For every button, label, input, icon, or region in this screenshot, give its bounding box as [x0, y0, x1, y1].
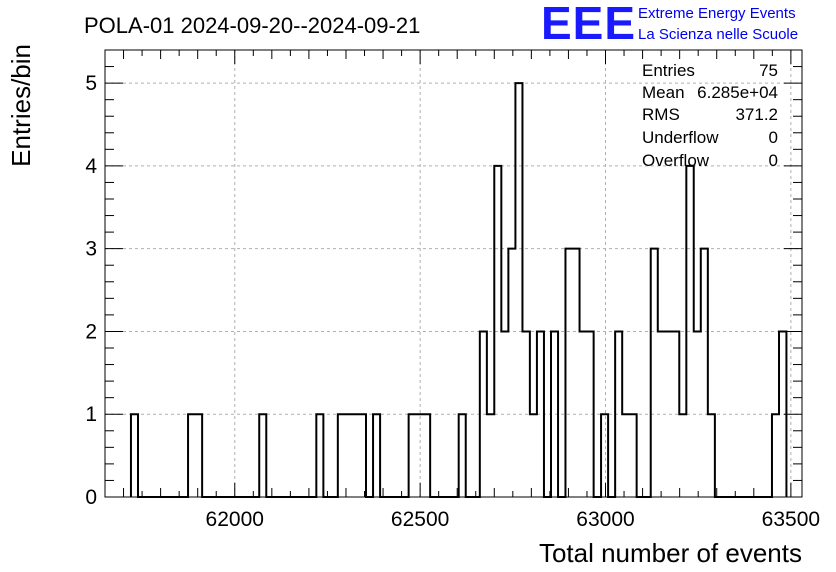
x-axis-title: Total number of events	[539, 538, 802, 568]
histogram-bin	[708, 414, 715, 497]
histogram-bin	[701, 249, 708, 497]
stats-underflow-value: 0	[769, 128, 778, 147]
histogram-bin	[530, 414, 537, 497]
stats-entries-value: 75	[759, 61, 778, 80]
histogram-bin	[537, 331, 544, 497]
histogram-bin	[686, 166, 693, 497]
histogram-bin	[508, 249, 515, 497]
plot-frame	[104, 49, 803, 498]
histogram-bin	[316, 414, 323, 497]
stats-rms-value: 371.2	[735, 105, 778, 124]
histogram-bin	[551, 331, 558, 497]
histogram-bin	[694, 331, 701, 497]
x-tick-label: 62000	[206, 508, 264, 531]
histogram-bin	[459, 414, 466, 497]
histogram-bin	[480, 331, 487, 497]
x-tick-label: 63000	[576, 508, 634, 531]
histogram-bin	[522, 331, 529, 497]
histogram-bin	[131, 414, 138, 497]
grid-lines	[105, 50, 802, 497]
y-axis-title: Entries/bin	[6, 44, 36, 167]
logo-letters: EEE	[541, 0, 636, 49]
histogram-bin	[494, 166, 501, 497]
stats-underflow-label: Underflow	[642, 128, 719, 147]
histogram-bin	[501, 331, 508, 497]
x-tick-label: 62500	[391, 508, 449, 531]
histogram-bin	[487, 414, 494, 497]
eee-logo: EEE Extreme Energy Events La Scienza nel…	[541, 0, 798, 49]
histogram-bin	[409, 414, 431, 497]
histogram-bin	[515, 83, 522, 497]
y-tick-label: 1	[85, 403, 97, 426]
histogram-bin	[679, 414, 686, 497]
y-tick-label: 5	[85, 72, 97, 95]
logo-line-2: La Scienza nelle Scuole	[638, 26, 798, 43]
stats-box: Entries 75 Mean 6.285e+04 RMS 371.2 Unde…	[642, 61, 778, 170]
y-tick-label: 2	[85, 320, 97, 343]
axis-ticks: 0 1 2 3 4 5 62000 62500 63000 63500	[85, 49, 820, 531]
stats-entries-label: Entries	[642, 61, 695, 80]
histogram-bin	[651, 249, 658, 497]
histogram-bin	[338, 414, 366, 497]
histogram-bin	[601, 414, 608, 497]
stats-overflow-value: 0	[769, 151, 778, 170]
x-tick-label: 63500	[762, 508, 820, 531]
histogram-bin	[373, 414, 380, 497]
histogram-bin	[622, 414, 636, 497]
chart-title: POLA-01 2024-09-20--2024-09-21	[84, 13, 420, 38]
histogram-bin	[188, 414, 202, 497]
histogram-bin	[658, 331, 680, 497]
y-tick-label: 4	[85, 155, 97, 178]
y-tick-label: 3	[85, 238, 97, 261]
stats-rms-label: RMS	[642, 105, 680, 124]
histogram-bin	[565, 249, 579, 497]
stats-mean-label: Mean	[642, 83, 685, 102]
stats-overflow-label: Overflow	[642, 151, 710, 170]
logo-line-1: Extreme Energy Events	[638, 5, 796, 22]
stats-mean-value: 6.285e+04	[697, 83, 778, 102]
y-tick-label: 0	[85, 486, 97, 509]
histogram-bin	[580, 331, 594, 497]
histogram-bin	[259, 414, 266, 497]
histogram-bin	[772, 414, 779, 497]
histogram-bin	[615, 331, 622, 497]
